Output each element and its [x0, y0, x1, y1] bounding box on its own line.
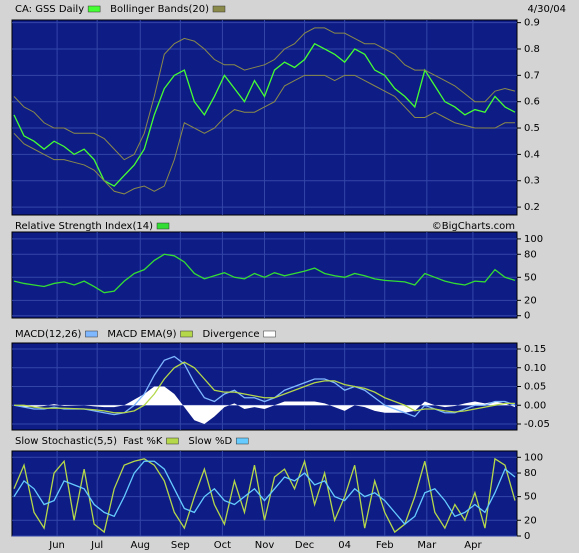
series-line [13, 253, 516, 294]
x-tick-label: Mar [417, 540, 437, 551]
legend-swatch [212, 5, 226, 13]
panel-title: Slow Stochastic(5,5) [15, 436, 117, 447]
legend-label: MACD EMA(9) [107, 329, 176, 340]
y-tick-label: 0.5 [524, 123, 540, 134]
y-tick-label: 0.7 [524, 70, 540, 81]
y-tick-label: 0 [524, 311, 530, 322]
y-tick-label: 80 [524, 468, 537, 479]
divergence-area [14, 386, 515, 424]
x-tick-label: Jul [90, 540, 103, 551]
y-tick-label: 50 [524, 492, 537, 503]
legend-swatch [166, 437, 179, 445]
y-tick-label: 0.15 [524, 344, 546, 355]
x-tick-label: Feb [376, 540, 394, 551]
y-tick-label: 0.3 [524, 176, 540, 187]
y-tick-label: 0.00 [524, 400, 546, 411]
legend-swatch [85, 330, 98, 338]
x-tick-label: 04 [338, 540, 351, 551]
x-tick-label: Jun [48, 540, 65, 551]
series-line [13, 42, 516, 187]
y-tick-label: 100 [524, 452, 543, 463]
y-tick-label: 0.4 [524, 149, 540, 160]
legend-swatch [87, 5, 101, 13]
y-tick-label: 50 [524, 272, 537, 283]
y-tick-label: 20 [524, 295, 537, 306]
series-line [14, 361, 515, 414]
legend-swatch [180, 330, 193, 338]
legend-label: Divergence [203, 329, 260, 340]
y-tick-label: 0.2 [524, 202, 540, 213]
x-tick-label: Dec [295, 540, 314, 551]
series-line [13, 460, 516, 526]
y-tick-label: 80 [524, 249, 537, 260]
y-tick-label: -0.05 [524, 419, 550, 430]
y-tick-label: 0.8 [524, 44, 540, 55]
annotation: ©BigCharts.com [432, 221, 515, 232]
y-tick-label: 0.05 [524, 382, 546, 393]
annotation: 4/30/04 [527, 4, 566, 15]
x-tick-label: Sep [171, 540, 190, 551]
legend-label: Relative Strength Index(14) [15, 221, 153, 232]
y-tick-label: 100 [524, 234, 543, 245]
series-line [13, 457, 516, 534]
legend-label: Bollinger Bands(20) [110, 4, 209, 15]
y-tick-label: 20 [524, 515, 537, 526]
band-upper [13, 27, 516, 161]
x-tick-label: Nov [255, 540, 275, 551]
x-tick-label: Oct [214, 540, 231, 551]
legend-swatch [263, 330, 276, 338]
legend-label: Fast %K [123, 436, 163, 447]
series-line [13, 355, 516, 418]
x-tick-label: Apr [464, 540, 482, 551]
legend-swatch [235, 437, 249, 445]
legend-swatch [156, 222, 170, 230]
legend-label: MACD(12,26) [15, 329, 82, 340]
y-tick-label: 0.6 [524, 97, 540, 108]
x-tick-label: Aug [130, 540, 150, 551]
legend-label: CA: GSS Daily [15, 4, 84, 15]
y-tick-label: 0.10 [524, 363, 546, 374]
y-tick-label: 0.9 [524, 18, 540, 29]
legend-label: Slow %D [188, 436, 232, 447]
y-tick-label: 0 [524, 531, 530, 542]
band-lower [13, 74, 515, 195]
